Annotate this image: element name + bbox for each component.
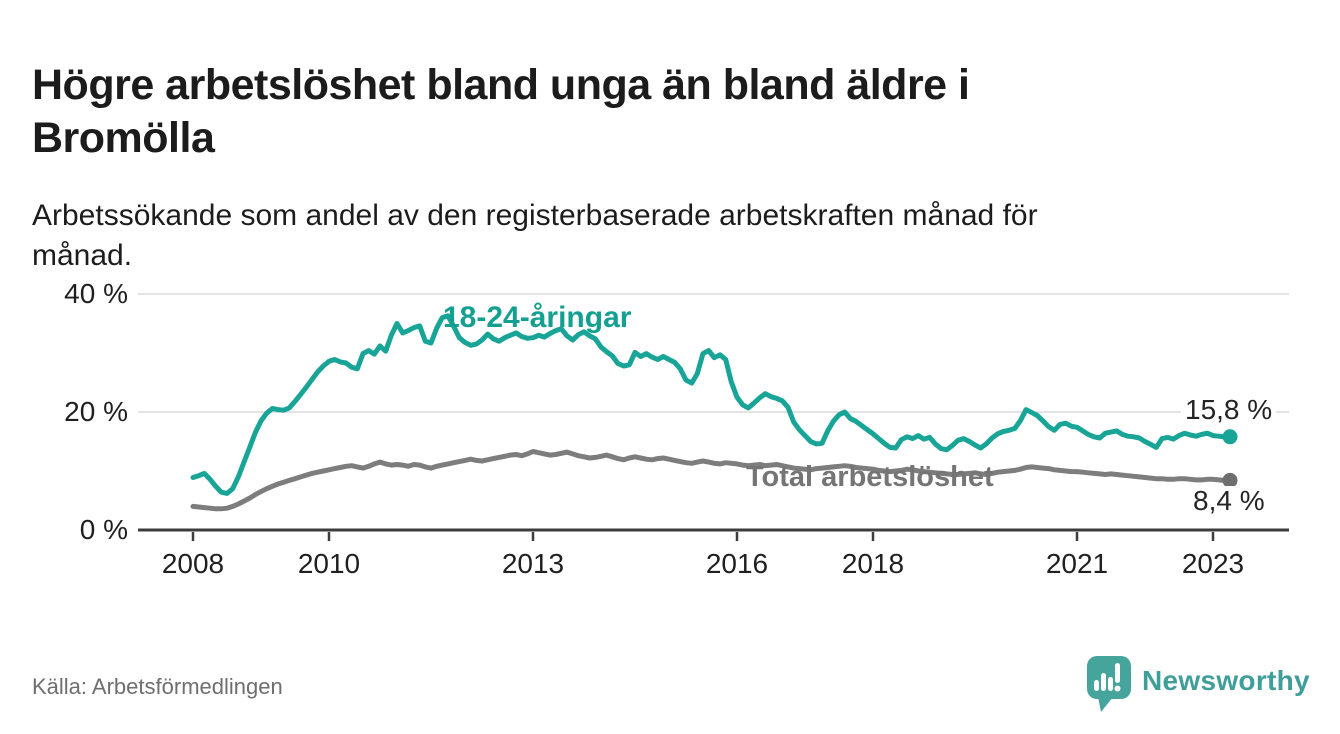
chart-subtitle: Arbetssökande som andel av den registerb… [32,196,1312,276]
x-tick-label-2013: 2013 [501,548,565,579]
source-attribution: Källa: Arbetsförmedlingen [32,674,283,699]
x-tick-label-2023: 2023 [1181,548,1245,579]
page-title-line2: Bromölla [32,113,215,162]
x-tick-label-2008: 2008 [161,548,225,579]
logo-bar-3 [1108,677,1113,691]
x-tick-label-2018: 2018 [841,548,905,579]
x-tick-label-2016: 2016 [705,548,769,579]
page-title-line1: Högre arbetslöshet bland unga än bland ä… [32,60,970,109]
series-label-total: Total arbetslöshet [746,461,994,493]
page-title: Högre arbetslöshet bland unga än bland ä… [32,59,1312,165]
series-line-1 [190,449,1233,512]
chart-subtitle-line1: Arbetssökande som andel av den registerb… [32,199,1038,232]
y-tick-label-0: 0 % [79,514,128,545]
newsworthy-logo-icon [1087,656,1131,712]
y-tick-label-40: 40 % [64,278,128,309]
series-line-0 [190,313,1233,496]
chart-subtitle-line2: månad. [32,239,133,272]
newsworthy-logo: Newsworthy [1086,654,1310,714]
series-label-young: 18-24-åringar [443,301,632,334]
newsworthy-wordmark: Newsworthy [1142,665,1310,696]
y-tick-label-20: 20 % [64,396,128,427]
end-value-label-total: 8,4 % [1189,486,1269,516]
logo-exclamation-bar [1115,663,1120,683]
x-tick-label-2021: 2021 [1045,548,1109,579]
logo-exclamation-dot [1114,685,1121,692]
logo-bar-2 [1101,673,1106,691]
logo-bar-1 [1094,680,1099,691]
series-end-dot-1 [1222,472,1238,488]
series-end-dot-0 [1222,429,1238,445]
end-value-label-young: 15,8 % [1181,395,1277,425]
x-tick-label-2010: 2010 [297,548,361,579]
logo-bubble-tail [1098,697,1113,712]
